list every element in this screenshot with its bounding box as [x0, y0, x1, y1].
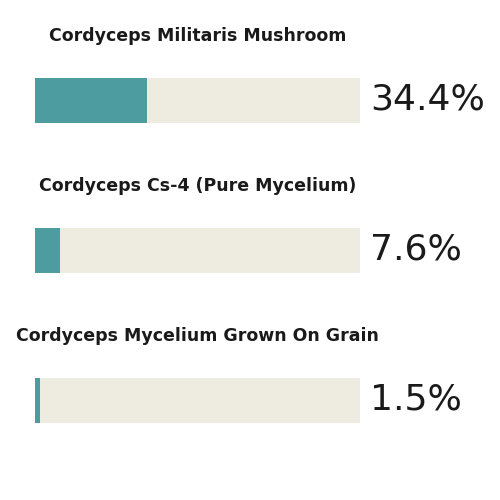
Text: 34.4%: 34.4%: [370, 83, 485, 117]
Text: 7.6%: 7.6%: [370, 233, 462, 267]
Text: 1.5%: 1.5%: [370, 383, 462, 417]
FancyBboxPatch shape: [35, 78, 147, 122]
Text: Cordyceps Militaris Mushroom: Cordyceps Militaris Mushroom: [49, 27, 346, 45]
FancyBboxPatch shape: [35, 228, 59, 272]
Text: Cordyceps Cs-4 (Pure Mycelium): Cordyceps Cs-4 (Pure Mycelium): [39, 177, 356, 195]
Text: Cordyceps Mycelium Grown On Grain: Cordyceps Mycelium Grown On Grain: [16, 327, 379, 345]
FancyBboxPatch shape: [35, 378, 40, 422]
FancyBboxPatch shape: [35, 78, 360, 122]
FancyBboxPatch shape: [35, 378, 360, 422]
FancyBboxPatch shape: [35, 228, 360, 272]
